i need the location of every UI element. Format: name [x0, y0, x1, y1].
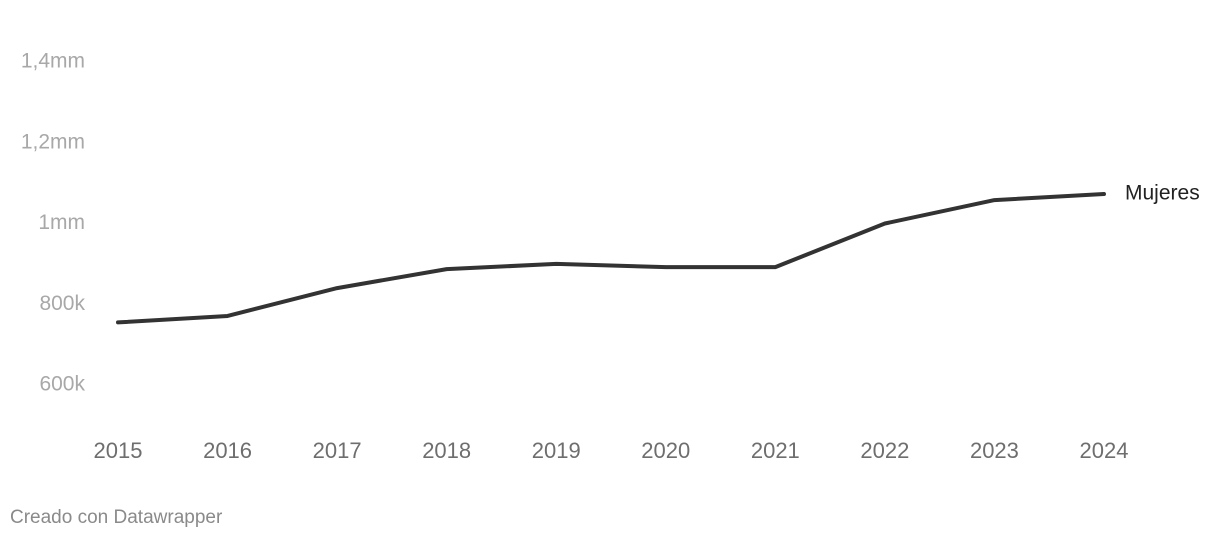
x-tick-label: 2017 [313, 438, 362, 463]
y-tick-label: 1,2mm [21, 130, 85, 153]
x-tick-label: 2020 [641, 438, 690, 463]
x-tick-label: 2021 [751, 438, 800, 463]
x-tick-label: 2019 [532, 438, 581, 463]
y-tick-label: 800k [39, 292, 85, 315]
x-tick-label: 2024 [1080, 438, 1129, 463]
series-line [116, 192, 1106, 325]
x-tick-label: 2023 [970, 438, 1019, 463]
footer: Creado con Datawrapper [10, 507, 223, 528]
y-tick-label: 1mm [38, 211, 85, 234]
x-tick-label: 2018 [422, 438, 471, 463]
y-tick-label: 1,4mm [21, 50, 85, 73]
x-tick-label: 2016 [203, 438, 252, 463]
x-tick-label: 2022 [860, 438, 909, 463]
x-tick-label: 2015 [94, 438, 143, 463]
series-label: Mujeres [1125, 182, 1200, 205]
y-tick-label: 600k [39, 373, 85, 396]
